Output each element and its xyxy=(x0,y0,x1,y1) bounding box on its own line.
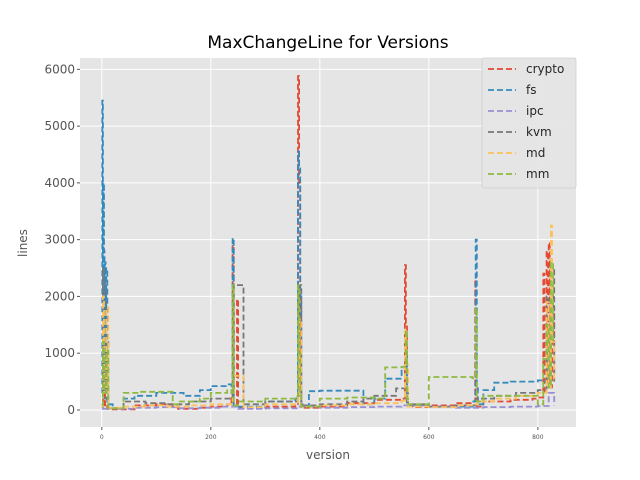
x-tick-label: 400 xyxy=(314,434,326,441)
legend-box xyxy=(481,57,577,189)
y-tick-label: 4000 xyxy=(44,176,75,190)
chart-title: MaxChangeLine for Versions xyxy=(207,33,448,53)
x-tick-label: 800 xyxy=(532,434,544,441)
x-tick-label: 600 xyxy=(423,434,435,441)
y-tick-label: 3000 xyxy=(44,233,75,247)
series-layer xyxy=(101,75,556,411)
series-line-fs xyxy=(101,99,554,410)
series-line-md xyxy=(101,224,556,409)
y-tick-label: 2000 xyxy=(44,289,75,303)
x-tick-label: 200 xyxy=(205,434,217,441)
legend-label-crypto: crypto xyxy=(526,62,564,76)
legend-label-ipc: ipc xyxy=(526,104,544,118)
series-line-mm xyxy=(101,261,554,410)
x-tick-label: 0 xyxy=(100,434,104,441)
y-tick-label: 6000 xyxy=(44,62,75,76)
y-axis-label: lines xyxy=(16,229,30,257)
axis-ticks: 0 200 400 600 800 0 1000 2000 3000 4000 5000 6000 xyxy=(44,62,543,441)
legend-label-kvm: kvm xyxy=(526,125,552,139)
y-tick-label: 1000 xyxy=(44,346,75,360)
y-tick-label: 0 xyxy=(67,403,75,417)
x-axis-label: version xyxy=(306,448,350,462)
legend-label-mm: mm xyxy=(526,167,549,181)
legend: crypto fs ipc kvm md mm xyxy=(481,57,577,189)
y-tick-label: 5000 xyxy=(44,119,75,133)
legend-label-fs: fs xyxy=(526,83,536,97)
legend-label-md: md xyxy=(526,146,545,160)
